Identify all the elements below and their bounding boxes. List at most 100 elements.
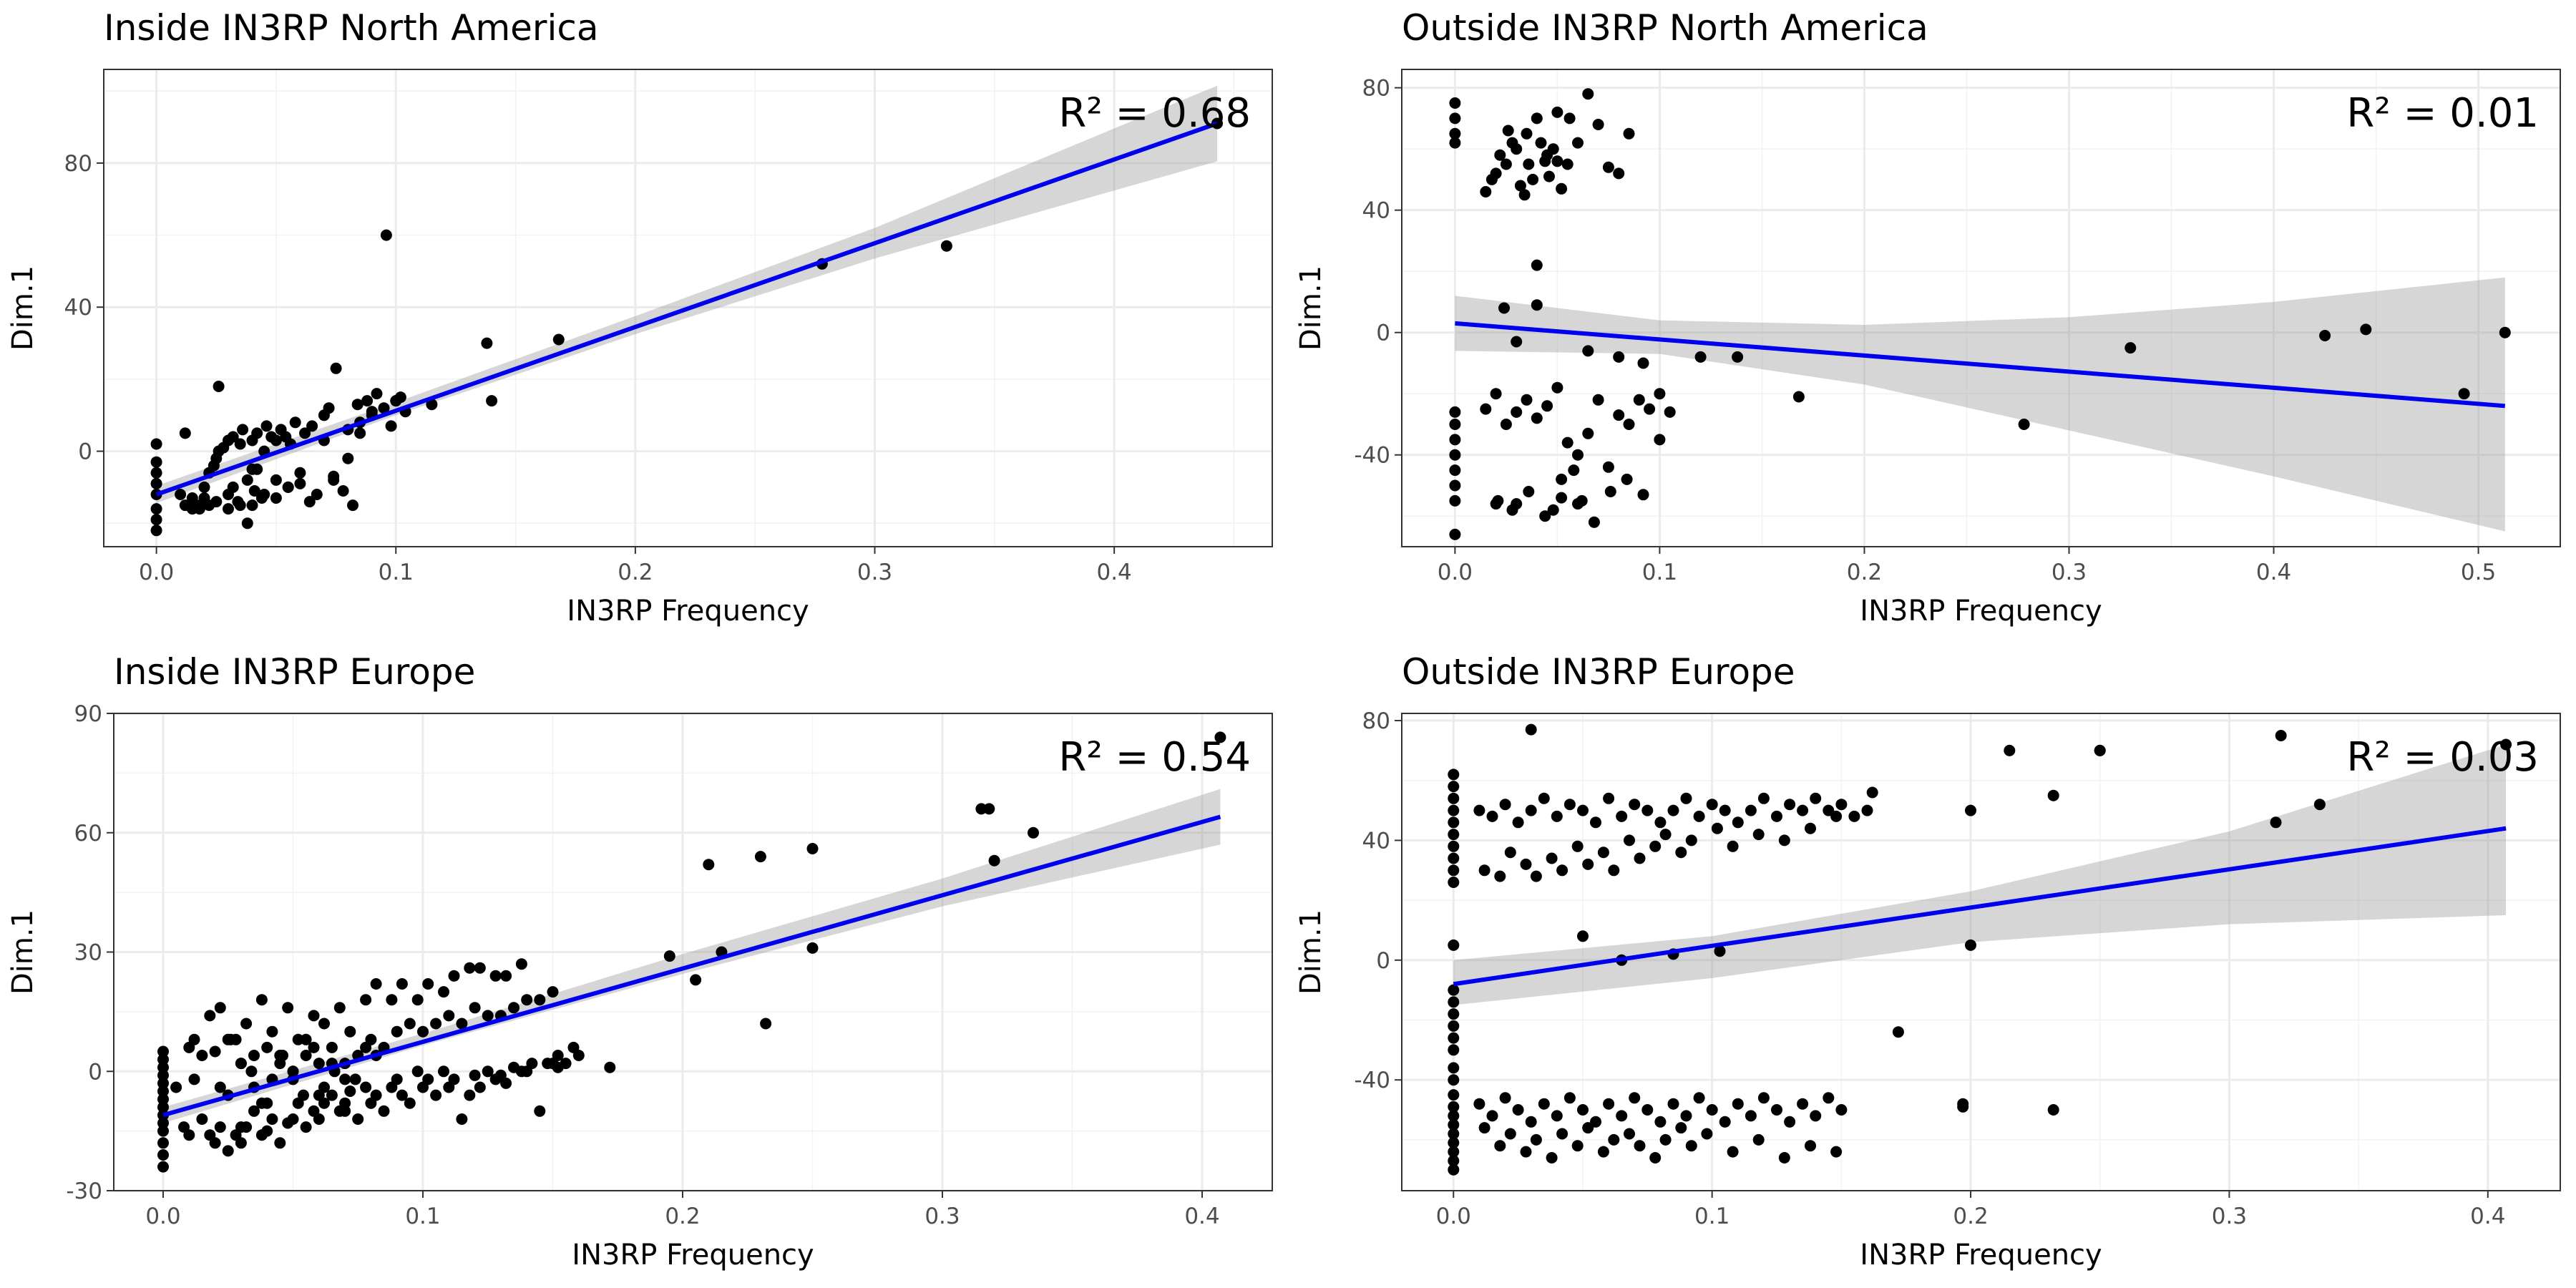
data-point [1448, 1101, 1460, 1113]
data-point [313, 1113, 325, 1125]
data-point [456, 1018, 468, 1030]
data-point [1613, 409, 1625, 421]
data-point [1448, 1032, 1460, 1044]
data-point [1498, 302, 1510, 314]
data-point [1727, 840, 1739, 852]
data-point [282, 1002, 294, 1014]
data-point [1494, 149, 1506, 161]
data-point [234, 438, 246, 450]
data-point [443, 1010, 455, 1022]
data-point [150, 477, 162, 489]
data-point [1597, 847, 1609, 859]
data-point [1830, 810, 1843, 822]
x-tick-label: 0.0 [1438, 560, 1473, 585]
data-point [806, 942, 819, 954]
data-point [1706, 799, 1718, 811]
y-tick-label: 0 [78, 439, 92, 465]
data-point [306, 420, 318, 432]
data-point [1590, 816, 1601, 829]
data-point [175, 489, 187, 500]
data-point [1634, 1140, 1646, 1152]
data-point [1623, 419, 1635, 430]
data-point [251, 463, 263, 475]
data-point [2270, 816, 2282, 829]
data-point [1525, 1116, 1537, 1128]
data-point [298, 1089, 309, 1101]
data-point [150, 503, 162, 515]
data-point [222, 1145, 234, 1157]
data-point [1732, 351, 1744, 363]
data-point [1480, 186, 1492, 197]
r-squared-annotation: R² = 0.01 [2346, 90, 2539, 137]
data-point [1588, 516, 1600, 528]
data-point [157, 1101, 169, 1113]
data-point [1654, 434, 1666, 446]
data-point [300, 1033, 312, 1045]
data-point [1604, 486, 1616, 497]
data-point [1521, 127, 1533, 140]
data-point [806, 843, 819, 854]
data-point [1563, 799, 1576, 811]
data-point [1521, 394, 1533, 406]
data-point [282, 481, 294, 493]
data-point [360, 1041, 372, 1053]
data-point [1641, 804, 1654, 816]
data-point [1810, 1110, 1822, 1122]
data-point [1771, 1104, 1782, 1116]
data-point [754, 851, 766, 863]
x-tick-label: 0.4 [2256, 560, 2291, 585]
data-point [422, 978, 434, 990]
data-point [1810, 792, 1822, 804]
chart-panel-inside-north-america: 0.0 0.1 0.2 0.3 0.4 0 40 80 Inside IN3RP North A… [0, 0, 1288, 644]
data-point [248, 1050, 260, 1061]
data-point [1641, 1104, 1654, 1116]
chart-svg-outside-north-america: 0.0 0.1 0.2 0.3 0.4 0.5 -40 0 40 80 Outside IN3RP … [1294, 7, 2561, 628]
data-point [1448, 1146, 1460, 1158]
x-tick-label: 0.2 [1953, 1204, 1988, 1229]
data-point [1448, 864, 1460, 877]
data-point [1714, 945, 1726, 957]
data-point [386, 994, 398, 1006]
data-point [1706, 1104, 1718, 1116]
data-point [150, 438, 162, 450]
data-point [339, 1073, 351, 1085]
x-axis-label: IN3RP Frequency [1860, 1239, 2102, 1272]
data-point [1504, 847, 1516, 859]
data-point [1448, 1110, 1460, 1122]
data-point [481, 337, 493, 349]
data-point [188, 1073, 200, 1085]
data-point [294, 477, 306, 489]
y-tick-label: 40 [1362, 828, 1390, 854]
data-point [1571, 840, 1584, 852]
data-point [1500, 419, 1512, 430]
data-point [1449, 127, 1461, 140]
data-point [157, 1069, 169, 1081]
data-point [261, 1041, 273, 1053]
data-point [260, 420, 273, 432]
data-point [482, 1010, 494, 1022]
data-point [347, 499, 358, 512]
data-point [1771, 810, 1782, 822]
data-point [534, 1105, 546, 1117]
data-point [339, 1105, 351, 1117]
data-point [1502, 125, 1514, 137]
data-point [1965, 939, 1976, 951]
data-point [438, 1065, 449, 1078]
chart-panel-outside-europe: 0.0 0.1 0.2 0.3 0.4 -40 0 40 80 Outside IN3RP Eur… [1288, 644, 2576, 1288]
data-point [328, 474, 340, 486]
chart-title: Outside IN3RP Europe [1402, 651, 1795, 693]
data-point [237, 424, 249, 436]
data-point [344, 1085, 356, 1097]
data-point [1608, 864, 1620, 877]
data-point [1499, 799, 1511, 811]
data-point [318, 1018, 330, 1030]
data-point [1531, 412, 1543, 424]
data-point [270, 434, 282, 447]
data-point [274, 1137, 286, 1149]
data-point [1745, 1110, 1757, 1122]
data-point [940, 240, 952, 252]
data-point [1805, 1140, 1816, 1152]
data-point [1685, 1140, 1697, 1152]
data-point [1784, 1116, 1796, 1128]
panel-border [1401, 69, 2561, 547]
